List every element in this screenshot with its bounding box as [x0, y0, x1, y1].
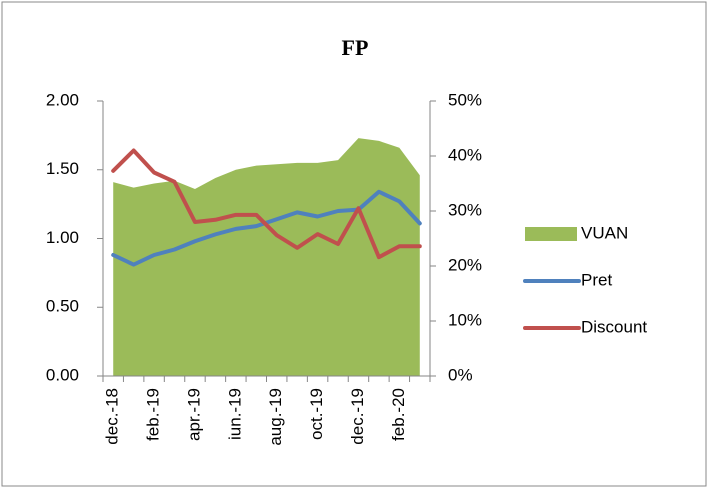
y-tick-label: 0.50	[46, 297, 79, 316]
y2-tick-label: 0%	[448, 365, 473, 384]
legend-label: VUAN	[581, 223, 628, 242]
y-tick-label: 1.00	[46, 228, 79, 247]
y2-tick-label: 30%	[448, 200, 482, 219]
y2-tick-label: 20%	[448, 255, 482, 274]
line	[111, 148, 422, 260]
y-tick-label: 0.00	[46, 365, 79, 384]
legend-swatch	[525, 227, 577, 241]
x-tick-label: feb.-19	[144, 388, 163, 441]
x-tick-label: iun.-19	[225, 388, 244, 440]
y2-tick-label: 10%	[448, 310, 482, 329]
x-tick-label: aug.-19	[266, 388, 285, 446]
chart-title: FP	[342, 35, 369, 60]
y-tick-label: 2.00	[46, 90, 79, 109]
y-tick-label: 1.50	[46, 159, 79, 178]
area	[113, 138, 420, 376]
x-tick-label: feb.-20	[389, 388, 408, 441]
legend-label: Discount	[581, 317, 647, 336]
x-tick-label: apr.-19	[184, 388, 203, 441]
y2-tick-label: 50%	[448, 90, 482, 109]
x-tick-label: dec.-19	[348, 388, 367, 445]
x-tick-label: dec.-18	[103, 388, 122, 445]
x-tick-label: oct.-19	[307, 388, 326, 440]
y2-tick-label: 40%	[448, 145, 482, 164]
legend-label: Pret	[581, 270, 612, 289]
